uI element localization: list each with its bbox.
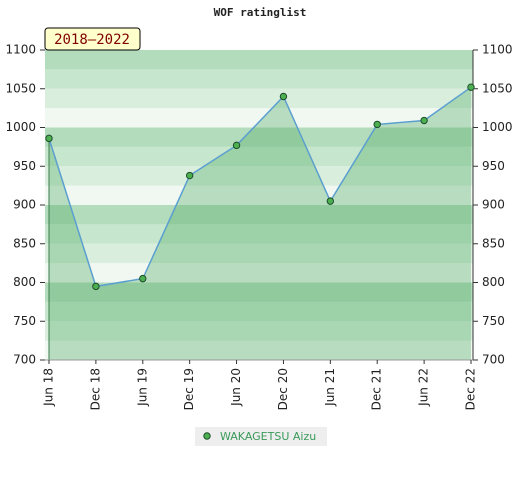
legend-label: WAKAGETSU Aizu (220, 430, 316, 443)
y2-tick-label: 850 (482, 236, 505, 250)
y2-tick-label: 1000 (482, 120, 513, 134)
legend-marker (203, 432, 211, 440)
marker (467, 83, 475, 91)
x-tick-label: Jun 21 (323, 368, 337, 407)
y-tick-label: 850 (13, 236, 36, 250)
y-tick-label: 950 (13, 159, 36, 173)
y-tick-label: 700 (13, 353, 36, 367)
x-tick-label: Dec 20 (276, 368, 290, 410)
background-band (45, 50, 473, 70)
x-tick-label: Dec 21 (370, 368, 384, 410)
y-tick-label: 800 (13, 275, 36, 289)
x-tick-label: Jun 20 (229, 368, 243, 407)
x-tick-label: Dec 19 (182, 368, 196, 410)
x-tick-label: Jun 19 (135, 368, 149, 407)
period-label: 2018–2022 (54, 32, 130, 48)
background-band (45, 146, 473, 167)
background-band (45, 69, 473, 89)
y2-tick-label: 1100 (482, 43, 513, 57)
line (48, 86, 472, 288)
marker (420, 116, 428, 125)
x-tick-label: Jun 18 (42, 368, 56, 407)
y2-tick-label: 800 (482, 275, 505, 289)
marker (185, 171, 194, 180)
marker (373, 120, 381, 129)
x-tick-label: Dec 18 (88, 368, 102, 410)
background-band (45, 108, 473, 128)
plot (45, 50, 473, 360)
area (49, 87, 471, 360)
legend-box (195, 427, 327, 446)
background-band (45, 88, 473, 109)
y2-tick-label: 1050 (482, 81, 513, 95)
marker (45, 134, 53, 143)
chart-title: WOF ratinglist (214, 6, 307, 19)
background-band (45, 301, 473, 322)
y-tick-label: 750 (13, 314, 36, 328)
y2-tick-label: 700 (482, 353, 505, 367)
background-band (45, 263, 473, 283)
background-band (45, 166, 473, 186)
background-band (45, 282, 473, 302)
background-band (45, 224, 473, 244)
marker (326, 197, 335, 205)
y2-tick-label: 950 (482, 159, 505, 173)
y-tick-label: 1050 (5, 81, 36, 95)
y2-tick-label: 900 (482, 198, 505, 212)
x-tick-label: Dec 22 (464, 368, 478, 410)
y-tick-label: 1000 (5, 120, 36, 134)
y2-tick-label: 750 (482, 314, 505, 328)
x-tick-label: Jun 22 (417, 368, 431, 407)
background-band (45, 185, 473, 205)
y-tick-label: 900 (13, 198, 36, 212)
background-band (45, 205, 473, 225)
marker (139, 274, 147, 283)
marker (92, 282, 100, 291)
background-band (45, 340, 473, 360)
marker (279, 92, 288, 101)
y-tick-label: 1100 (5, 43, 36, 57)
period-box (44, 27, 141, 51)
marker (232, 141, 241, 150)
background-band (45, 321, 473, 341)
